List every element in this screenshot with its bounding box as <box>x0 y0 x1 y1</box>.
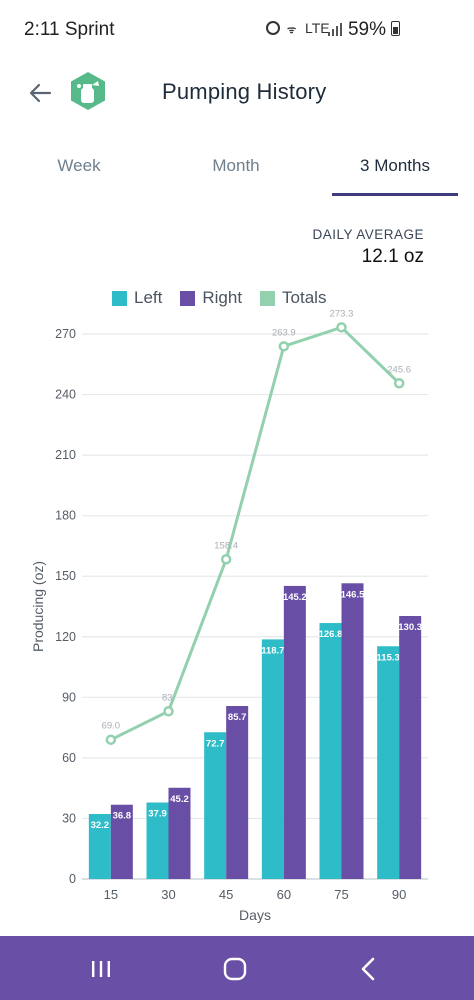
daily-average-label: DAILY AVERAGE <box>312 227 424 242</box>
tab-3-months[interactable]: 3 Months <box>332 140 458 196</box>
network-type: LTE <box>305 20 330 36</box>
tab-week[interactable]: Week <box>28 140 130 196</box>
tab-indicator <box>332 193 458 196</box>
totals-point <box>220 554 232 565</box>
x-tick-label: 75 <box>334 887 348 902</box>
bar-left <box>88 814 111 879</box>
legend-left-label: Left <box>134 288 163 307</box>
bar-right-label: 130.3 <box>398 622 422 633</box>
totals-point-label: 273.3 <box>330 308 354 319</box>
chart-legend: Left Right Totals <box>112 288 326 308</box>
back-arrow-icon[interactable] <box>26 78 56 108</box>
home-icon[interactable] <box>218 952 252 986</box>
x-tick-label: 30 <box>161 887 175 902</box>
y-axis-title: Producing (oz) <box>30 561 46 652</box>
totals-point <box>278 341 290 352</box>
bar-right-label: 85.7 <box>228 712 247 723</box>
y-tick-label: 60 <box>62 751 76 765</box>
bar-right <box>399 615 422 879</box>
y-tick-label: 120 <box>55 630 76 644</box>
bar-left-label: 115.3 <box>377 652 400 663</box>
tab-3-months-label: 3 Months <box>360 156 430 175</box>
bar-right <box>283 585 306 879</box>
bar-left-label: 118.7 <box>261 645 284 656</box>
totals-line <box>110 325 401 742</box>
legend-left-swatch <box>112 290 127 306</box>
bar-left <box>261 639 284 879</box>
totals-point <box>105 734 117 745</box>
battery-icon <box>391 21 400 36</box>
y-tick-label: 150 <box>55 569 76 583</box>
back-icon[interactable] <box>352 952 386 986</box>
page-title: Pumping History <box>162 79 327 104</box>
bar-right <box>110 804 133 879</box>
legend-right[interactable]: Right <box>180 288 242 308</box>
daily-average-value: 12.1 oz <box>361 246 424 267</box>
tab-month[interactable]: Month <box>184 140 288 196</box>
bar-left <box>319 623 342 879</box>
bar-right <box>168 787 191 879</box>
bar-left <box>146 802 169 879</box>
legend-left[interactable]: Left <box>112 288 162 308</box>
totals-point-label: 263.9 <box>272 327 296 338</box>
totals-point-label: 245.6 <box>387 364 411 375</box>
legend-totals-swatch <box>260 290 276 306</box>
x-tick-label: 90 <box>392 887 406 902</box>
totals-point <box>393 378 405 389</box>
bar-right-label: 145.2 <box>283 592 307 603</box>
tab-month-label: Month <box>212 156 260 175</box>
recents-icon[interactable] <box>84 952 118 986</box>
bar-right <box>226 706 249 879</box>
app-bar: Pumping History <box>0 60 474 124</box>
legend-right-swatch <box>180 290 196 306</box>
alarm-icon <box>266 21 280 35</box>
y-tick-label: 270 <box>55 327 76 341</box>
battery-percent: 59% <box>347 19 386 40</box>
totals-point <box>336 322 347 333</box>
legend-totals-label: Totals <box>282 288 327 307</box>
bar-right-label: 146.5 <box>341 589 365 600</box>
bar-left <box>377 646 400 879</box>
period-tabs: Week Month 3 Months <box>0 140 474 196</box>
totals-point-label: 69.0 <box>102 721 121 732</box>
bar-right-label: 45.2 <box>170 794 189 805</box>
pumping-chart: 0 30 60 90 120 150 180 210 240 270 Producing (oz) 1… <box>30 308 428 923</box>
bar-left-label: 126.8 <box>319 629 343 640</box>
tab-week-label: Week <box>57 156 101 175</box>
bar-right <box>341 583 364 879</box>
y-tick-label: 210 <box>55 448 76 462</box>
wifi-calling-icon: ᯤ <box>287 25 297 36</box>
bar-right-label: 36.8 <box>113 811 132 822</box>
x-tick-label: 60 <box>277 887 291 902</box>
totals-point <box>163 706 174 717</box>
totals-point-label: 158.4 <box>214 540 238 551</box>
bar-left <box>204 732 227 879</box>
signal-icon <box>328 22 342 36</box>
x-tick-label: 15 <box>104 887 118 902</box>
status-time: 2:11 Sprint <box>24 19 115 40</box>
system-nav-bar <box>0 936 474 1000</box>
x-axis-title: Days <box>239 907 271 923</box>
y-tick-label: 30 <box>62 811 76 825</box>
legend-right-label: Right <box>202 288 243 307</box>
bar-left-label: 32.2 <box>91 820 110 831</box>
y-tick-label: 240 <box>55 388 76 402</box>
y-tick-label: 90 <box>62 690 76 704</box>
bar-left-label: 72.7 <box>206 738 225 749</box>
totals-point-label: 83. <box>162 692 175 703</box>
y-tick-label: 180 <box>55 509 76 523</box>
y-tick-label: 0 <box>69 872 76 886</box>
bar-left-label: 37.9 <box>148 808 167 819</box>
breast-pump-icon <box>68 71 108 111</box>
status-bar: 2:11 Sprint ᯤ LTE 59% <box>0 0 474 60</box>
legend-totals[interactable]: Totals <box>260 288 326 308</box>
x-tick-label: 45 <box>219 887 233 902</box>
